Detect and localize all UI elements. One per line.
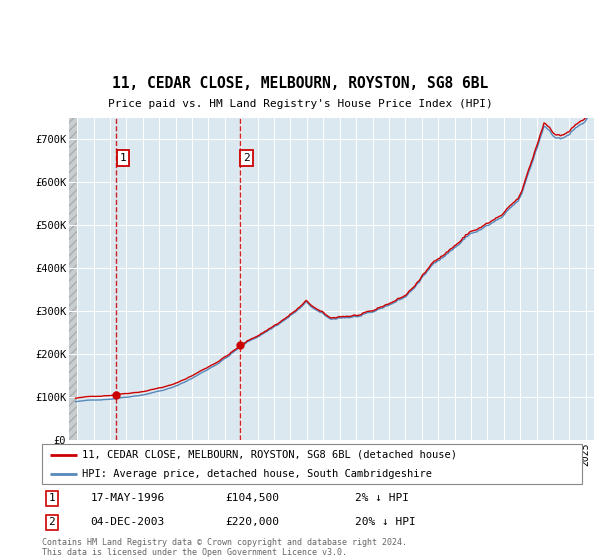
FancyBboxPatch shape (42, 444, 582, 484)
Bar (69, 118, 77, 440)
Text: 1: 1 (49, 493, 55, 503)
Text: £104,500: £104,500 (226, 493, 280, 503)
Text: 04-DEC-2003: 04-DEC-2003 (91, 517, 165, 527)
Text: 2: 2 (243, 153, 250, 163)
Text: 11, CEDAR CLOSE, MELBOURN, ROYSTON, SG8 6BL (detached house): 11, CEDAR CLOSE, MELBOURN, ROYSTON, SG8 … (83, 450, 458, 460)
Text: 20% ↓ HPI: 20% ↓ HPI (355, 517, 416, 527)
Text: HPI: Average price, detached house, South Cambridgeshire: HPI: Average price, detached house, Sout… (83, 469, 433, 478)
Text: 2% ↓ HPI: 2% ↓ HPI (355, 493, 409, 503)
Text: Price paid vs. HM Land Registry's House Price Index (HPI): Price paid vs. HM Land Registry's House … (107, 99, 493, 109)
Text: 11, CEDAR CLOSE, MELBOURN, ROYSTON, SG8 6BL: 11, CEDAR CLOSE, MELBOURN, ROYSTON, SG8 … (112, 76, 488, 91)
Text: £220,000: £220,000 (226, 517, 280, 527)
Text: 1: 1 (119, 153, 126, 163)
Text: 2: 2 (49, 517, 55, 527)
Text: 17-MAY-1996: 17-MAY-1996 (91, 493, 165, 503)
Text: Contains HM Land Registry data © Crown copyright and database right 2024.
This d: Contains HM Land Registry data © Crown c… (42, 538, 407, 557)
